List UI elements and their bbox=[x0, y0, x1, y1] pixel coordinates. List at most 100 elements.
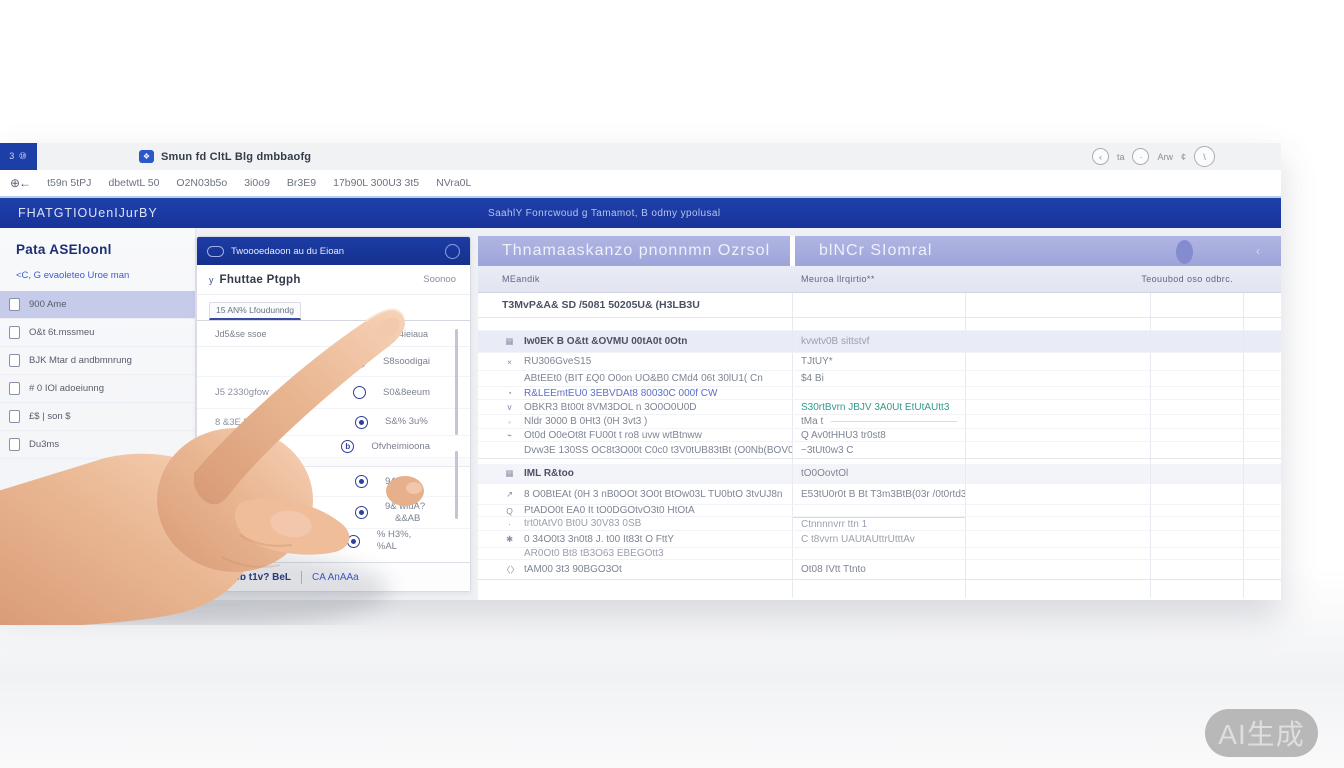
data-table: Thnamaaskanzo pnonnmn Ozrsol blNCr SIomr… bbox=[478, 236, 1281, 600]
table-row[interactable]: AR0Ot0 Bt8 tB3O63 EBEGOtt3 bbox=[478, 548, 1281, 560]
search-icon: Q bbox=[506, 505, 513, 516]
close-circle-icon[interactable]: \ bbox=[1194, 146, 1215, 167]
row-value: Ofvheimioona bbox=[371, 440, 430, 452]
footer-label: Nt0&0b t1v? BeL bbox=[211, 571, 292, 583]
menu-item[interactable]: 3i0o9 bbox=[244, 177, 270, 189]
panel-row[interactable]: %Oeveeee8 b Ofvheimioona bbox=[197, 436, 470, 458]
sidebar-items: 900 Ame O&t 6t.mssmeu BJK Mtar d andbmnr… bbox=[0, 291, 195, 459]
target-circle-icon[interactable] bbox=[355, 475, 368, 488]
menu-item[interactable]: dbetwtL 50 bbox=[108, 177, 160, 189]
table-row[interactable]: · trt0tAtV0 Bt0U 30V83 0SB Ctnnnnvrr ttn… bbox=[478, 517, 1281, 531]
sidebar-item[interactable]: £$ | son $ bbox=[0, 403, 195, 431]
table-row[interactable]: Q PtADO0t EA0 It tO0DGOtvO3t0 HtOtA bbox=[478, 505, 1281, 517]
taskbar-corner-icon[interactable]: 3 ⑩ bbox=[0, 143, 37, 170]
panel-scrollbar[interactable] bbox=[455, 329, 458, 435]
cell-text: 8 O0BtEAt (0H 3 nB0OOt 3O0t BtOw03L TU0b… bbox=[524, 488, 783, 500]
panel-header: Twoooedaoon au du Eioan bbox=[197, 237, 470, 265]
cell-text: RU306GveS15 bbox=[524, 356, 592, 367]
table-row[interactable]: ↗ 8 O0BtEAt (0H 3 nB0OOt 3O0t BtOw03L TU… bbox=[478, 484, 1281, 505]
dot-icon: ◦ bbox=[507, 416, 511, 427]
table-row[interactable]: T3MvP&A& SD /5081 50205U& (H3LB3U bbox=[478, 293, 1281, 318]
target-circle-icon[interactable] bbox=[355, 415, 368, 429]
cell-link[interactable]: S30rtBvrn JBJV 3A0Ut EtUtAUtt3 bbox=[801, 401, 950, 413]
panel-list-header: Jd5&se ssoe 4ieiaua bbox=[197, 321, 470, 347]
menu-item[interactable]: Br3E9 bbox=[286, 177, 317, 189]
table-row[interactable]: ⌁ Ot0d O0eOt8t FU00t t ro8 uvw wtBtnww Q… bbox=[478, 429, 1281, 442]
tab-right[interactable]: blNCr SIomral ‹ bbox=[795, 236, 1281, 266]
table-row[interactable]: ◔ R&LEEmtEU0 3EBVDAt8 80030C 000f CW bbox=[478, 387, 1281, 400]
panel-row[interactable]: S8soodigai bbox=[197, 347, 470, 377]
globe-back-icon[interactable]: ⊕← bbox=[10, 176, 31, 190]
column-header[interactable]: Teouubod oso odbrc. bbox=[1141, 274, 1233, 284]
target-circle-icon[interactable] bbox=[355, 506, 368, 519]
table-row[interactable]: ▦ IML R&too tO0OovtOl bbox=[478, 464, 1281, 484]
back-circle-icon[interactable]: ‹ bbox=[1091, 148, 1109, 165]
list-header-left: Jd5&se ssoe bbox=[215, 328, 267, 339]
cell-text: Ot08 IVtt Ttnto bbox=[801, 564, 866, 575]
menu-item[interactable]: NVra0L bbox=[436, 177, 472, 189]
b-circle-icon[interactable]: b bbox=[341, 440, 355, 453]
sidebar-link[interactable]: <C, G evaoleteo Uroe man bbox=[16, 270, 130, 281]
footer-link[interactable]: CA AnAAa bbox=[312, 571, 359, 583]
cell-text: Ctnnnnvrr ttn 1 bbox=[801, 518, 868, 530]
document-icon bbox=[9, 410, 20, 423]
chevron-left-icon[interactable]: ‹ bbox=[1256, 244, 1261, 258]
table-row[interactable]: ◦ Nldr 3000 B 0Ht3 (0H 3vt3 ) tMa t bbox=[478, 415, 1281, 429]
tab-left[interactable]: Thnamaaskanzo pnonnmn Ozrsol bbox=[478, 236, 790, 266]
panel-row[interactable]: 9& wiuA? &&AB bbox=[197, 497, 470, 529]
status-circle-icon[interactable] bbox=[445, 243, 460, 259]
table-row[interactable]: ABtEEt0 (BIT £Q0 O0on UO&B0 CMd4 06t 30l… bbox=[478, 371, 1281, 387]
table-row[interactable]: Dvw3E 130SS OC8t3O00t C0c0 t3V0tUB83tBt … bbox=[478, 442, 1281, 459]
menu-item[interactable]: t59n 5tPJ bbox=[47, 177, 92, 189]
panel-divider bbox=[197, 458, 470, 467]
table-tabs: Thnamaaskanzo pnonnmn Ozrsol blNCr SIomr… bbox=[478, 236, 1281, 266]
dot-circle-icon[interactable]: · bbox=[1132, 148, 1150, 165]
target-circle-icon[interactable] bbox=[352, 355, 366, 368]
cell-text: tO0OovtOl bbox=[801, 468, 849, 479]
list-header-right: 4ieiaua bbox=[398, 328, 428, 339]
row-value: S0&8eeum bbox=[382, 386, 430, 398]
table-row[interactable]: ∨ OBKR3 Bt00t 8VM3DOL n 3O0O0U0D S30rtBv… bbox=[478, 400, 1281, 415]
menu-item[interactable]: O2N03b5o bbox=[176, 177, 228, 189]
cell-text: ~3tUt0w3 C bbox=[801, 444, 854, 456]
arrow-icon: ↗ bbox=[505, 488, 514, 499]
column-header[interactable]: MEandik bbox=[502, 274, 540, 284]
cell-link[interactable]: R&LEEmtEU0 3EBVDAt8 80030C 000f CW bbox=[524, 387, 718, 399]
panel-tab[interactable]: 15 AN% Lfoudunndg bbox=[209, 302, 301, 320]
sidebar-item-label: £$ | son $ bbox=[29, 411, 71, 422]
target-circle-icon[interactable] bbox=[346, 534, 360, 548]
table-row[interactable]: × RU306GveS15 TJtUY* bbox=[478, 353, 1281, 371]
sidebar-item[interactable]: 900 Ame bbox=[0, 291, 195, 319]
dot-icon: · bbox=[508, 518, 511, 529]
column-header[interactable]: Meuroa llrqirtio** bbox=[801, 274, 875, 284]
ring-circle-icon[interactable] bbox=[352, 386, 366, 399]
tab-label: blNCr SIomral bbox=[819, 242, 933, 259]
panel-row[interactable]: % H3%, %AL bbox=[197, 529, 470, 553]
ta-label: ta bbox=[1116, 151, 1125, 162]
sidebar-item[interactable]: Du3ms bbox=[0, 431, 195, 459]
row-label: J5 2330gfow bbox=[215, 387, 269, 398]
table-row[interactable]: 〈〉 tAM00 3t3 90BGO3Ot Ot08 IVtt Ttnto bbox=[478, 560, 1281, 580]
table-row bbox=[478, 459, 1281, 464]
wave-icon: ⌁ bbox=[506, 429, 513, 440]
row-value: 94rugs bbox=[385, 475, 415, 487]
app-window: 3 ⑩ ❖ Smun fd CltL Blg dmbbaofg ‹ ta · A… bbox=[0, 143, 1281, 600]
panel-row[interactable]: 94rugs bbox=[197, 467, 470, 497]
caret-icon[interactable]: y bbox=[209, 274, 214, 285]
app-header-title: FHATGTIOUenIJurBY bbox=[18, 206, 158, 220]
menu-item[interactable]: 17b90L 300U3 3t5 bbox=[333, 177, 420, 189]
panel-tab-row: 15 AN% Lfoudunndg bbox=[197, 295, 470, 321]
sidebar-item[interactable]: BJK Mtar d andbmnrung bbox=[0, 347, 195, 375]
sidebar-item[interactable]: # 0 IOl adoeiunng bbox=[0, 375, 195, 403]
table-row[interactable]: ✱ 0 34O0t3 3n0t8 J. t00 It83t O FttY C t… bbox=[478, 531, 1281, 548]
panel-scrollbar[interactable] bbox=[455, 451, 458, 519]
sidebar-item[interactable]: O&t 6t.mssmeu bbox=[0, 319, 195, 347]
panel-row[interactable]: J5 2330gfow S0&8eeum bbox=[197, 377, 470, 409]
sidebar-item-label: O&t 6t.mssmeu bbox=[29, 327, 95, 338]
app-header: FHATGTIOUenIJurBY SaahlY Fonrcwoud g Tam… bbox=[0, 198, 1281, 228]
panel-footer: Nt0&0b t1v? BeL CA AnAAa bbox=[197, 562, 470, 591]
panel-row[interactable]: 8 &3E B4-3DEAY S&% 3u% bbox=[197, 409, 470, 436]
cell-text: Nldr 3000 B 0Ht3 (0H 3vt3 ) bbox=[524, 416, 648, 427]
table-row[interactable]: ▦ Iw0EK B O&tt &OVMU 00tA0t 0Otn kvwtv0B… bbox=[478, 331, 1281, 353]
cell-text: $4 Bi bbox=[801, 373, 824, 384]
